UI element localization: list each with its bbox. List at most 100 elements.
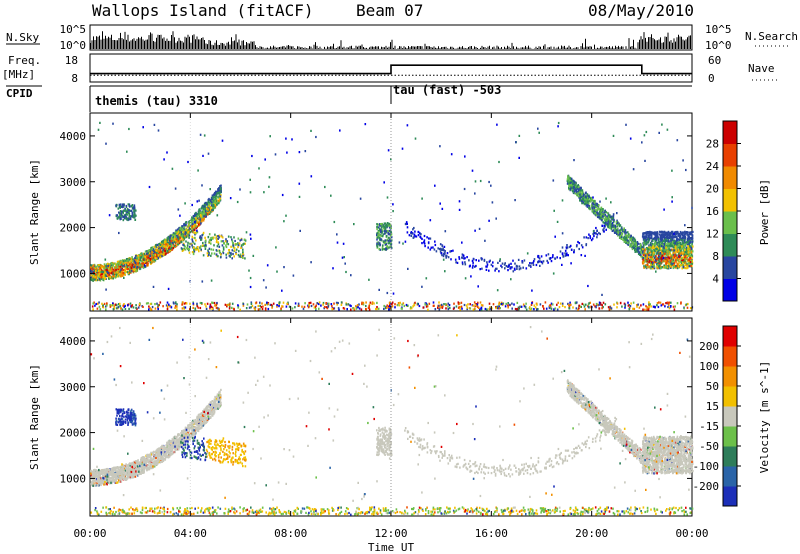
echo-cell: [402, 302, 405, 305]
echo-cell: [394, 306, 396, 309]
echo-cell: [346, 308, 348, 311]
echo-cell: [572, 179, 574, 182]
echo-cell: [445, 307, 447, 310]
echo-cell: [205, 245, 207, 248]
echo-cell: [158, 247, 160, 250]
echo-cell: [109, 272, 111, 275]
echo-cell: [578, 185, 580, 189]
echo-cell: [160, 245, 162, 248]
echo-cell: [272, 302, 275, 305]
echo-cell: [643, 265, 645, 268]
echo-cell: [174, 241, 177, 244]
echo-cell: [291, 307, 294, 310]
echo-cell: [575, 188, 578, 191]
echo-cell: [200, 238, 202, 241]
echo-cell: [200, 222, 202, 225]
echo-cell: [188, 247, 190, 251]
echo-cell: [408, 234, 411, 237]
echo-cell: [439, 307, 441, 310]
echo-cell: [379, 248, 381, 251]
echo-cell: [647, 231, 649, 234]
echo-cell: [267, 303, 269, 306]
echo-cell: [115, 204, 117, 207]
echo-cell: [107, 271, 110, 275]
echo-cell: [464, 261, 466, 264]
echo-cell: [240, 255, 243, 258]
echo-cell: [169, 236, 171, 239]
echo-cell: [176, 228, 179, 231]
echo-cell: [111, 265, 113, 269]
echo-cell: [547, 253, 550, 256]
echo-cell: [507, 304, 509, 307]
echo-cell: [105, 264, 107, 268]
echo-cell: [97, 277, 100, 280]
echo-cell: [655, 261, 658, 264]
echo-cell: [226, 240, 229, 243]
echo-cell: [180, 241, 183, 244]
echo-cell: [222, 240, 224, 243]
echo-cell: [642, 308, 644, 311]
echo-cell: [601, 224, 604, 227]
echo-cell: [617, 221, 619, 225]
echo-cell: [585, 196, 587, 200]
echo-cell: [597, 212, 599, 215]
echo-cell: [588, 302, 590, 305]
echo-cell: [113, 274, 116, 277]
echo-cell: [605, 211, 607, 214]
echo-cell: [569, 245, 571, 249]
echo-cell: [120, 268, 122, 271]
echo-cell: [251, 304, 254, 308]
echo-cell: [582, 194, 585, 197]
echo-cell: [197, 214, 200, 217]
echo-cell: [545, 307, 548, 310]
echo-cell: [162, 250, 164, 253]
echo-cell: [217, 235, 219, 238]
echo-cell: [455, 305, 458, 308]
echo-cell: [380, 235, 382, 238]
echo-cell: [589, 207, 592, 210]
echo-cell: [498, 305, 500, 308]
echo-cell: [488, 308, 490, 311]
echo-cell: [625, 238, 627, 242]
echo-cell: [657, 305, 660, 309]
echo-cell: [576, 193, 578, 196]
echo-cell: [230, 245, 232, 248]
echo-cell: [385, 235, 388, 238]
echo-cell: [242, 302, 245, 306]
echo-cell: [673, 262, 676, 265]
echo-cell: [148, 305, 150, 308]
echo-cell: [376, 301, 378, 304]
echo-cell: [90, 269, 92, 273]
echo-cell: [607, 225, 609, 228]
echo-cell: [202, 241, 204, 245]
echo-cell: [434, 243, 437, 247]
echo-cell: [636, 305, 638, 308]
echo-cell: [456, 261, 459, 264]
echo-cell: [130, 266, 133, 269]
echo-cell: [373, 302, 375, 305]
echo-cell: [447, 305, 449, 308]
echo-cell: [197, 306, 200, 309]
echo-cell: [208, 203, 210, 206]
echo-cell: [175, 234, 178, 237]
echo-cell: [184, 245, 186, 248]
echo-cell: [215, 235, 218, 238]
echo-cell: [570, 178, 572, 181]
echo-cell: [204, 303, 206, 306]
echo-cell: [209, 303, 212, 306]
echo-cell: [301, 305, 303, 308]
echo-cell: [204, 247, 207, 250]
echo-cell: [581, 246, 584, 249]
echo-cell: [421, 242, 423, 245]
echo-cell: [630, 302, 632, 305]
echo-cell: [377, 236, 379, 239]
echo-cell: [636, 241, 639, 244]
echo-cell: [218, 236, 220, 239]
echo-cell: [202, 210, 204, 213]
echo-cell: [594, 202, 597, 205]
echo-cell: [681, 242, 684, 245]
echo-cell: [210, 239, 212, 242]
echo-cell: [384, 239, 387, 242]
echo-cell: [477, 306, 480, 309]
freq-tick-bottom: 8: [71, 72, 78, 85]
